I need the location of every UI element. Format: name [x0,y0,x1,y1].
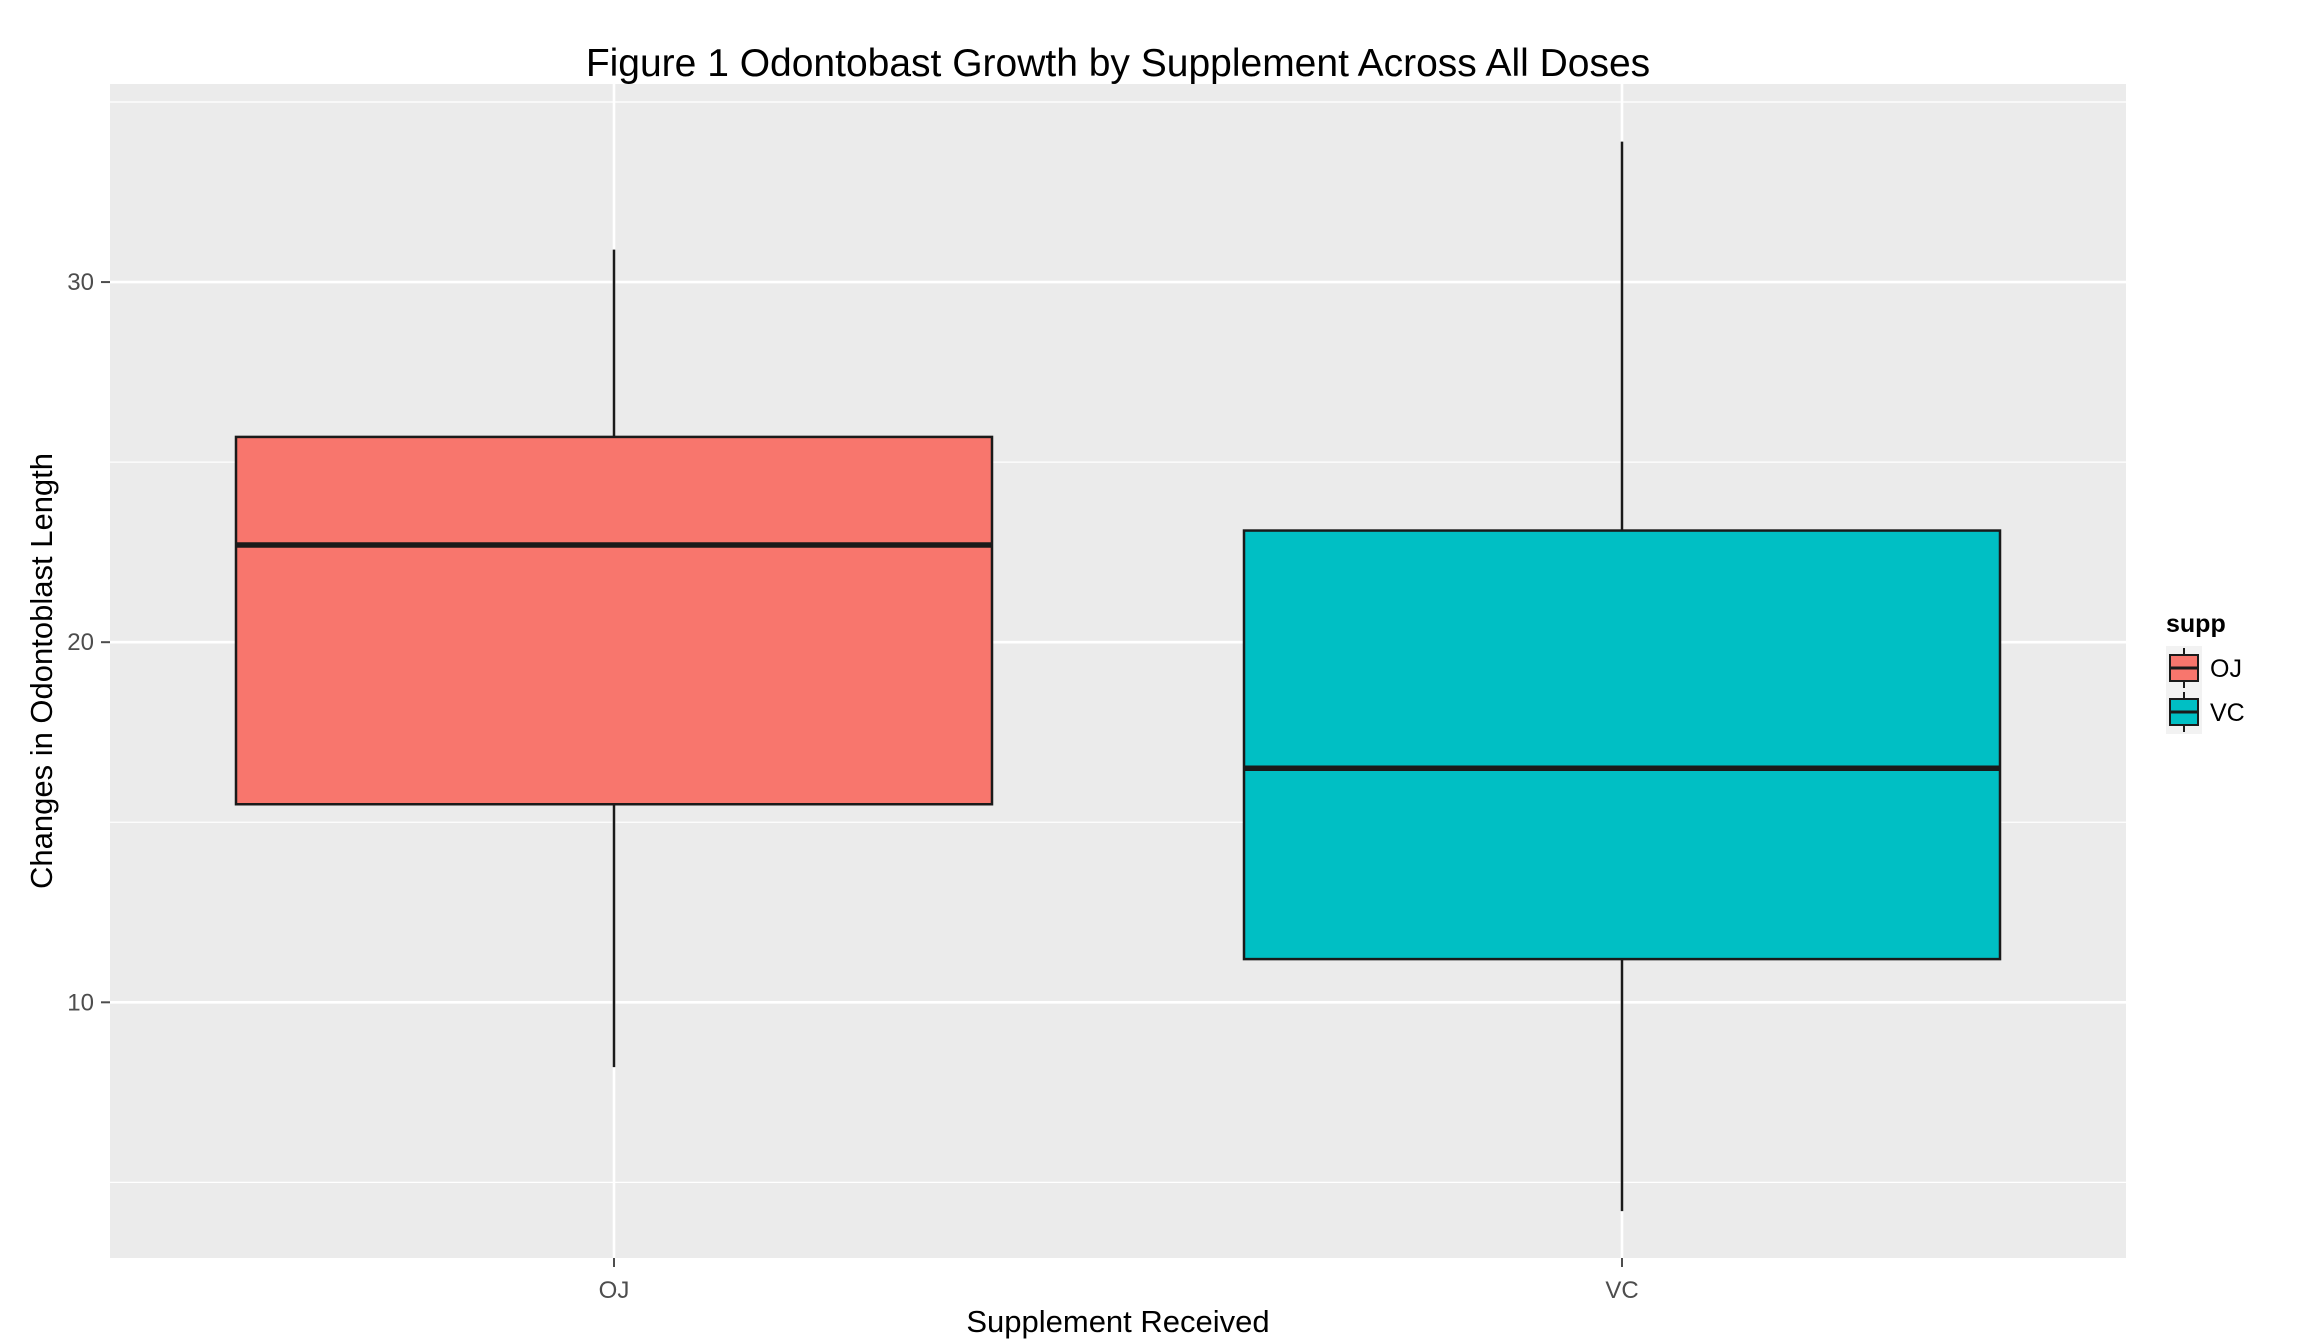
legend-label: OJ [2210,655,2242,683]
x-axis-title: Supplement Received [966,1304,1269,1339]
y-tick-label: 10 [67,989,94,1016]
x-tick-label: OJ [599,1277,630,1304]
chart-title: Figure 1 Odontobast Growth by Supplement… [586,42,1650,85]
x-tick-label: VC [1605,1277,1638,1304]
legend: supp OJ VC [2166,610,2245,734]
legend-title: supp [2166,610,2226,638]
y-tick-label: 30 [67,269,94,296]
legend-item-vc: VC [2166,690,2245,734]
legend-label: VC [2210,699,2245,727]
y-axis: 10 20 30 [67,269,110,1016]
x-axis: OJ VC [599,1258,1639,1304]
box-iqr [1242,529,2002,961]
y-axis-title: Changes in Odontoblast Length [24,453,59,889]
box-vc [1242,141,2002,1212]
legend-item-oj: OJ [2166,646,2242,690]
y-tick-label: 20 [67,629,94,656]
boxes [234,141,2002,1212]
box-oj [234,249,994,1068]
box-iqr [234,435,994,806]
